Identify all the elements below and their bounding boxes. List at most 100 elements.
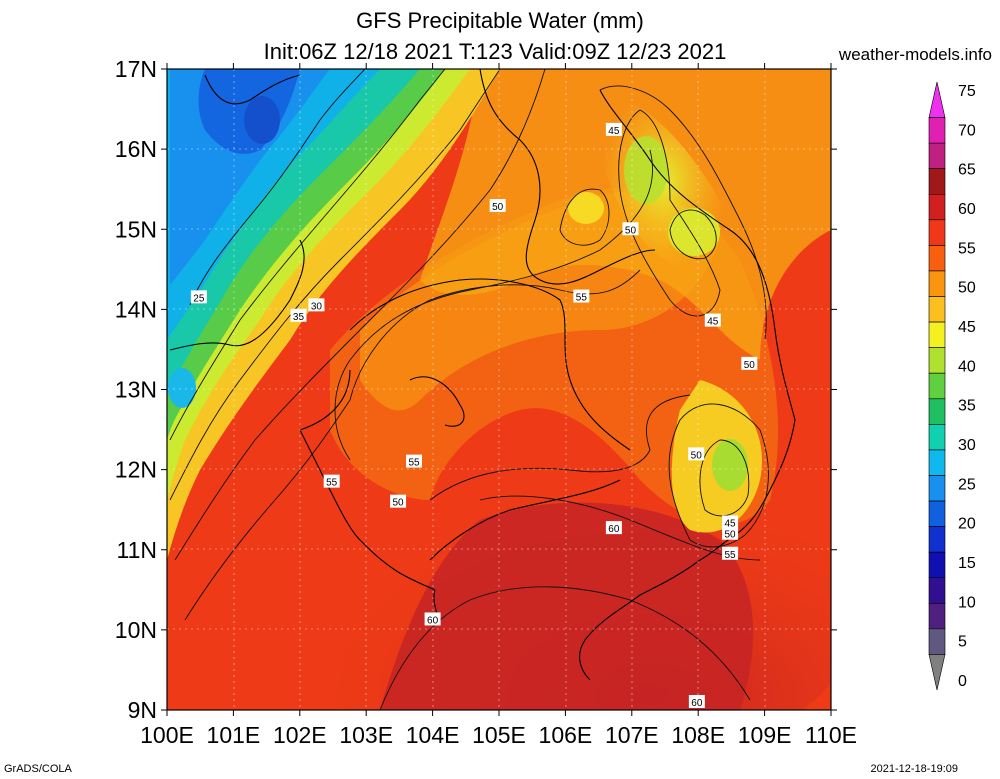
colorbar-label: 5 bbox=[958, 634, 967, 651]
colorbar-swatch bbox=[928, 117, 946, 144]
field-dry-core bbox=[244, 96, 280, 144]
colorbar-swatch bbox=[928, 449, 946, 476]
colorbar-swatch bbox=[928, 577, 946, 604]
axis-ticks bbox=[161, 63, 837, 716]
lon-label: 110E bbox=[805, 722, 857, 748]
lat-label: 14N bbox=[115, 296, 157, 322]
colorbar-swatch bbox=[928, 398, 946, 425]
lat-label: 17N bbox=[115, 56, 157, 82]
colorbar-swatch bbox=[928, 424, 946, 451]
colorbar-label: 70 bbox=[958, 122, 976, 139]
colorbar-swatch bbox=[928, 475, 946, 502]
colorbar-swatch bbox=[928, 168, 946, 195]
lon-label: 101E bbox=[207, 722, 261, 748]
colorbar-label: 25 bbox=[958, 476, 976, 493]
contour-label: 60 bbox=[691, 698, 703, 709]
colorbar-swatch bbox=[928, 270, 946, 297]
contour-label-bg bbox=[741, 356, 758, 370]
lat-label: 13N bbox=[115, 377, 157, 403]
colorbar-swatch bbox=[928, 193, 946, 221]
contour-label: 55 bbox=[326, 478, 338, 489]
field-dry-spot bbox=[168, 368, 196, 408]
lon-label: 107E bbox=[605, 722, 659, 748]
contour-label-bg bbox=[688, 447, 705, 461]
lon-label: 106E bbox=[539, 722, 593, 748]
coastlines-borders bbox=[169, 69, 796, 681]
colorbar-label: 0 bbox=[958, 673, 967, 690]
colorbar-swatch bbox=[928, 603, 946, 630]
field-core-65 bbox=[380, 502, 754, 710]
site-credit: weather-models.info bbox=[838, 45, 992, 64]
colorbar-swatch bbox=[928, 347, 946, 374]
contour-label: 50 bbox=[393, 498, 405, 509]
contour-label: 55 bbox=[576, 293, 588, 304]
colorbar-swatch bbox=[928, 628, 946, 655]
lon-label: 102E bbox=[273, 722, 327, 748]
colorbar-label: 20 bbox=[958, 516, 976, 533]
colorbar-label: 55 bbox=[958, 240, 976, 257]
contour-label-bg bbox=[489, 199, 506, 213]
colorbar-swatch bbox=[928, 296, 946, 323]
colorbar-label: 15 bbox=[958, 555, 976, 572]
contour-label: 45 bbox=[707, 317, 719, 328]
longitude-axis: 100E 101E 102E 103E 104E 105E 106E 107E 108E 109E… bbox=[140, 722, 857, 748]
contour-label-bg bbox=[308, 298, 325, 312]
map-title: GFS Precipitable Water (mm) bbox=[356, 8, 644, 33]
contour-label-bg bbox=[704, 313, 721, 327]
colorbar-swatch bbox=[928, 245, 946, 272]
contour-label: 50 bbox=[691, 450, 703, 461]
contour-label: 50 bbox=[625, 225, 637, 236]
field-dry-pocket-4 bbox=[712, 439, 748, 491]
contour-label: 30 bbox=[311, 301, 323, 312]
contour-label-bg bbox=[605, 122, 622, 136]
colorbar-label: 50 bbox=[958, 280, 976, 297]
contour-label-bg bbox=[190, 290, 207, 304]
map-subtitle: Init:06Z 12/18 2021 T:123 Valid:09Z 12/2… bbox=[263, 39, 727, 64]
lat-label: 15N bbox=[115, 216, 157, 242]
contour-lines bbox=[169, 69, 769, 710]
contour-label: 35 bbox=[293, 312, 305, 323]
footer-timestamp: 2021-12-18-19:09 bbox=[870, 763, 958, 775]
colorbar-swatch bbox=[928, 372, 946, 400]
colorbar-label: 65 bbox=[958, 162, 976, 179]
contour-label: 25 bbox=[193, 293, 205, 304]
contour-label: 50 bbox=[725, 530, 737, 541]
contour-label-bg bbox=[406, 454, 423, 468]
lon-label: 105E bbox=[472, 722, 526, 748]
latitude-axis: 17N 16N 15N 14N 13N 12N 11N 10N 9N bbox=[115, 56, 157, 723]
contour-label: 50 bbox=[492, 202, 504, 213]
colorbar-swatch bbox=[928, 81, 946, 118]
lon-label: 103E bbox=[339, 722, 393, 748]
lat-label: 12N bbox=[115, 457, 157, 483]
lat-label: 10N bbox=[115, 617, 157, 643]
colorbar-label: 35 bbox=[958, 398, 976, 415]
colorbar-swatch bbox=[928, 219, 946, 246]
contour-label: 60 bbox=[608, 524, 620, 535]
contour-label: 55 bbox=[725, 550, 737, 561]
field-dry-pocket-1 bbox=[624, 136, 668, 204]
contour-label-bg bbox=[622, 222, 639, 236]
colorbar-label: 75 bbox=[958, 83, 976, 100]
contour-label-bg bbox=[605, 521, 622, 535]
colorbar-swatch bbox=[928, 142, 946, 169]
contour-label-bg bbox=[722, 515, 739, 529]
contour-label-bg bbox=[290, 308, 307, 322]
contour-label: 55 bbox=[408, 458, 420, 469]
footer-software: GrADS/COLA bbox=[4, 763, 72, 775]
lat-label: 11N bbox=[117, 537, 158, 563]
contour-label-bg bbox=[573, 289, 590, 303]
contour-label-bg bbox=[722, 526, 739, 540]
colorbar-swatch bbox=[928, 551, 946, 579]
colorbar-label: 45 bbox=[958, 319, 976, 336]
colorbar-swatch bbox=[928, 654, 946, 691]
colorbar-label: 60 bbox=[958, 201, 976, 218]
lon-label: 104E bbox=[406, 722, 460, 748]
contour-label-bg bbox=[688, 694, 705, 708]
precipitable-water-field bbox=[167, 69, 831, 710]
colorbar-swatch bbox=[928, 500, 946, 527]
colorbar-label: 40 bbox=[958, 358, 976, 375]
colorbar-label: 10 bbox=[958, 594, 976, 611]
field-dry-pocket-2 bbox=[668, 208, 720, 256]
